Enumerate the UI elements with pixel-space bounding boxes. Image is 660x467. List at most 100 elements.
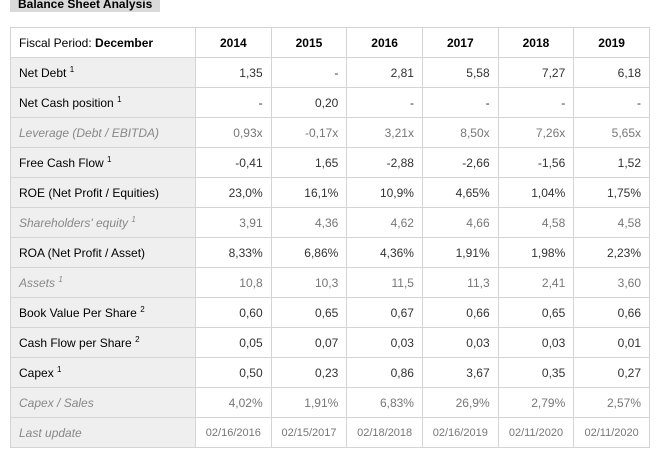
value-cell: - (346, 87, 423, 118)
value-cell: 1,35 (195, 57, 272, 88)
value-cell: 4,36 (270, 207, 348, 238)
year-header: 2019 (573, 27, 650, 58)
footnote-mark: 2 (140, 305, 145, 314)
value-cell: 0,03 (497, 327, 575, 358)
row-label: Assets (19, 276, 56, 290)
row-label: Cash Flow per Share (19, 336, 132, 350)
value-cell: -1,56 (497, 147, 575, 178)
value-cell: 0,93x (195, 117, 272, 148)
value-cell: 6,86% (270, 237, 348, 268)
value-cell: 1,65 (270, 147, 348, 178)
value-cell: 26,9% (421, 387, 499, 418)
value-cell: 1,52 (573, 147, 650, 178)
value-cell: 8,50x (421, 117, 499, 148)
value-cell: 11,3 (421, 267, 499, 298)
value-cell: 4,58 (573, 207, 650, 238)
footnote-mark: 1 (117, 95, 122, 104)
value-cell: - (195, 87, 272, 118)
value-cell: 1,75% (573, 177, 650, 208)
data-row: Capex 1 0,50 0,23 0,86 3,67 0,35 0,27 (10, 357, 650, 388)
value-cell: 02/11/2020 (573, 417, 650, 448)
row-label-cell: Leverage (Debt / EBITDA) (10, 117, 196, 148)
footnote-mark: 1 (58, 275, 63, 284)
row-label: Leverage (Debt / EBITDA) (19, 125, 160, 140)
row-label: Free Cash Flow (19, 156, 104, 170)
value-cell: 6,18 (573, 57, 650, 88)
year-header: 2015 (270, 27, 348, 58)
value-cell: 3,67 (421, 357, 499, 388)
header-row: Fiscal Period: December 2014 2015 2016 2017… (10, 27, 650, 58)
row-label: Last update (19, 425, 82, 440)
value-cell: - (573, 87, 650, 118)
value-cell: 6,83% (346, 387, 423, 418)
value-cell: 0,05 (195, 327, 272, 358)
value-cell: 2,57% (573, 387, 650, 418)
value-cell: 1,04% (497, 177, 575, 208)
row-label: ROE (Net Profit / Equities) (19, 185, 160, 200)
row-label-cell: Cash Flow per Share 2 (10, 327, 196, 358)
footnote-mark: 1 (131, 215, 136, 224)
value-cell: 0,03 (346, 327, 423, 358)
value-cell: 0,23 (270, 357, 348, 388)
value-cell: 2,41 (497, 267, 575, 298)
row-label-cell: Last update (10, 417, 196, 448)
period-cell: Fiscal Period: December (10, 27, 196, 58)
value-cell: 5,65x (573, 117, 650, 148)
value-cell: 16,1% (270, 177, 348, 208)
value-cell: 2,79% (497, 387, 575, 418)
row-label: Book Value Per Share (19, 306, 137, 320)
table-body: Net Debt 1 1,35-2,81 5,58 7,27 6,18 Net Cash … (10, 57, 650, 448)
value-cell: 0,03 (421, 327, 499, 358)
value-cell: 4,02% (195, 387, 272, 418)
data-row: ROE (Net Profit / Equities) 23,0% 16,1% 10,… (10, 177, 650, 208)
value-cell: 0,27 (573, 357, 650, 388)
value-cell: 0,65 (270, 297, 348, 328)
value-cell: 4,36% (346, 237, 423, 268)
data-row: Book Value Per Share 2 0,60 0,65 0,67 0,66 0,… (10, 297, 650, 328)
value-cell: 0,66 (421, 297, 499, 328)
row-label-cell: Assets 1 (10, 267, 196, 298)
value-cell: 1,98% (497, 237, 575, 268)
data-row: Assets 1 10,8 10,3 11,5 11,3 2,41 3,60 (10, 267, 650, 298)
value-cell: 1,91% (270, 387, 348, 418)
value-cell: 10,8 (195, 267, 272, 298)
row-label: Shareholders' equity (19, 216, 129, 230)
value-cell: 8,33% (195, 237, 272, 268)
value-cell: 1,91% (421, 237, 499, 268)
value-cell: 0,86 (346, 357, 423, 388)
row-label: Capex / Sales (19, 395, 94, 410)
data-row: Net Cash position 1-0,20- - - - (10, 87, 650, 118)
footnote-mark: 1 (57, 365, 62, 374)
year-header: 2018 (497, 27, 575, 58)
footnote-mark: 1 (107, 155, 112, 164)
value-cell: - (421, 87, 499, 118)
value-cell: 0,07 (270, 327, 348, 358)
row-label: Net Cash position (19, 96, 114, 110)
section-title: Balance Sheet Analysis (10, 0, 161, 12)
value-cell: 3,91 (195, 207, 272, 238)
row-label-cell: Book Value Per Share 2 (10, 297, 196, 328)
value-cell: 7,26x (497, 117, 575, 148)
value-cell: 7,27 (497, 57, 575, 88)
footnote-mark: 1 (69, 65, 75, 74)
balance-table: Fiscal Period: December 2014 2015 2016 2017… (10, 27, 650, 448)
year-header: 2017 (421, 27, 499, 58)
data-row: Net Debt 1 1,35-2,81 5,58 7,27 6,18 (10, 57, 650, 88)
row-label-cell: Capex / Sales (10, 387, 196, 418)
data-row: ROA (Net Profit / Asset) 8,33% 6,86% 4,36% 1… (10, 237, 650, 268)
value-cell: 3,21x (346, 117, 423, 148)
value-cell: -0,17x (270, 117, 348, 148)
value-cell: 3,60 (573, 267, 650, 298)
period-label: Fiscal Period: (19, 35, 92, 50)
value-cell: 02/16/2019 (421, 417, 499, 448)
row-label: Net Debt (19, 66, 67, 80)
value-cell: 02/11/2020 (497, 417, 575, 448)
data-row: Free Cash Flow 1 -0,41 1,65 -2,88 -2,66 -1,56… (10, 147, 650, 178)
value-cell: 10,9% (346, 177, 423, 208)
row-label-cell: Free Cash Flow 1 (10, 147, 196, 178)
value-cell: - (497, 87, 575, 118)
data-row: Shareholders' equity 1 3,91 4,36 4,62 4,66 4,… (10, 207, 650, 238)
value-cell: -0,41 (195, 147, 272, 178)
value-cell: 4,65% (421, 177, 499, 208)
